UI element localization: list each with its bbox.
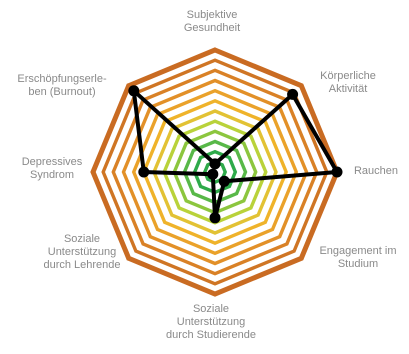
data-point [209, 158, 221, 170]
data-point [287, 88, 299, 100]
grid-ring [152, 109, 278, 235]
data-point [207, 168, 219, 180]
grid-ring [90, 47, 340, 297]
data-point [218, 175, 230, 187]
grid-ring [141, 98, 289, 246]
grid-ring [131, 88, 299, 256]
data-point [331, 166, 343, 178]
data-point [138, 166, 150, 178]
grid-ring [121, 78, 309, 266]
grid-ring [111, 68, 319, 276]
data-point [128, 85, 140, 97]
data-point [209, 212, 221, 224]
